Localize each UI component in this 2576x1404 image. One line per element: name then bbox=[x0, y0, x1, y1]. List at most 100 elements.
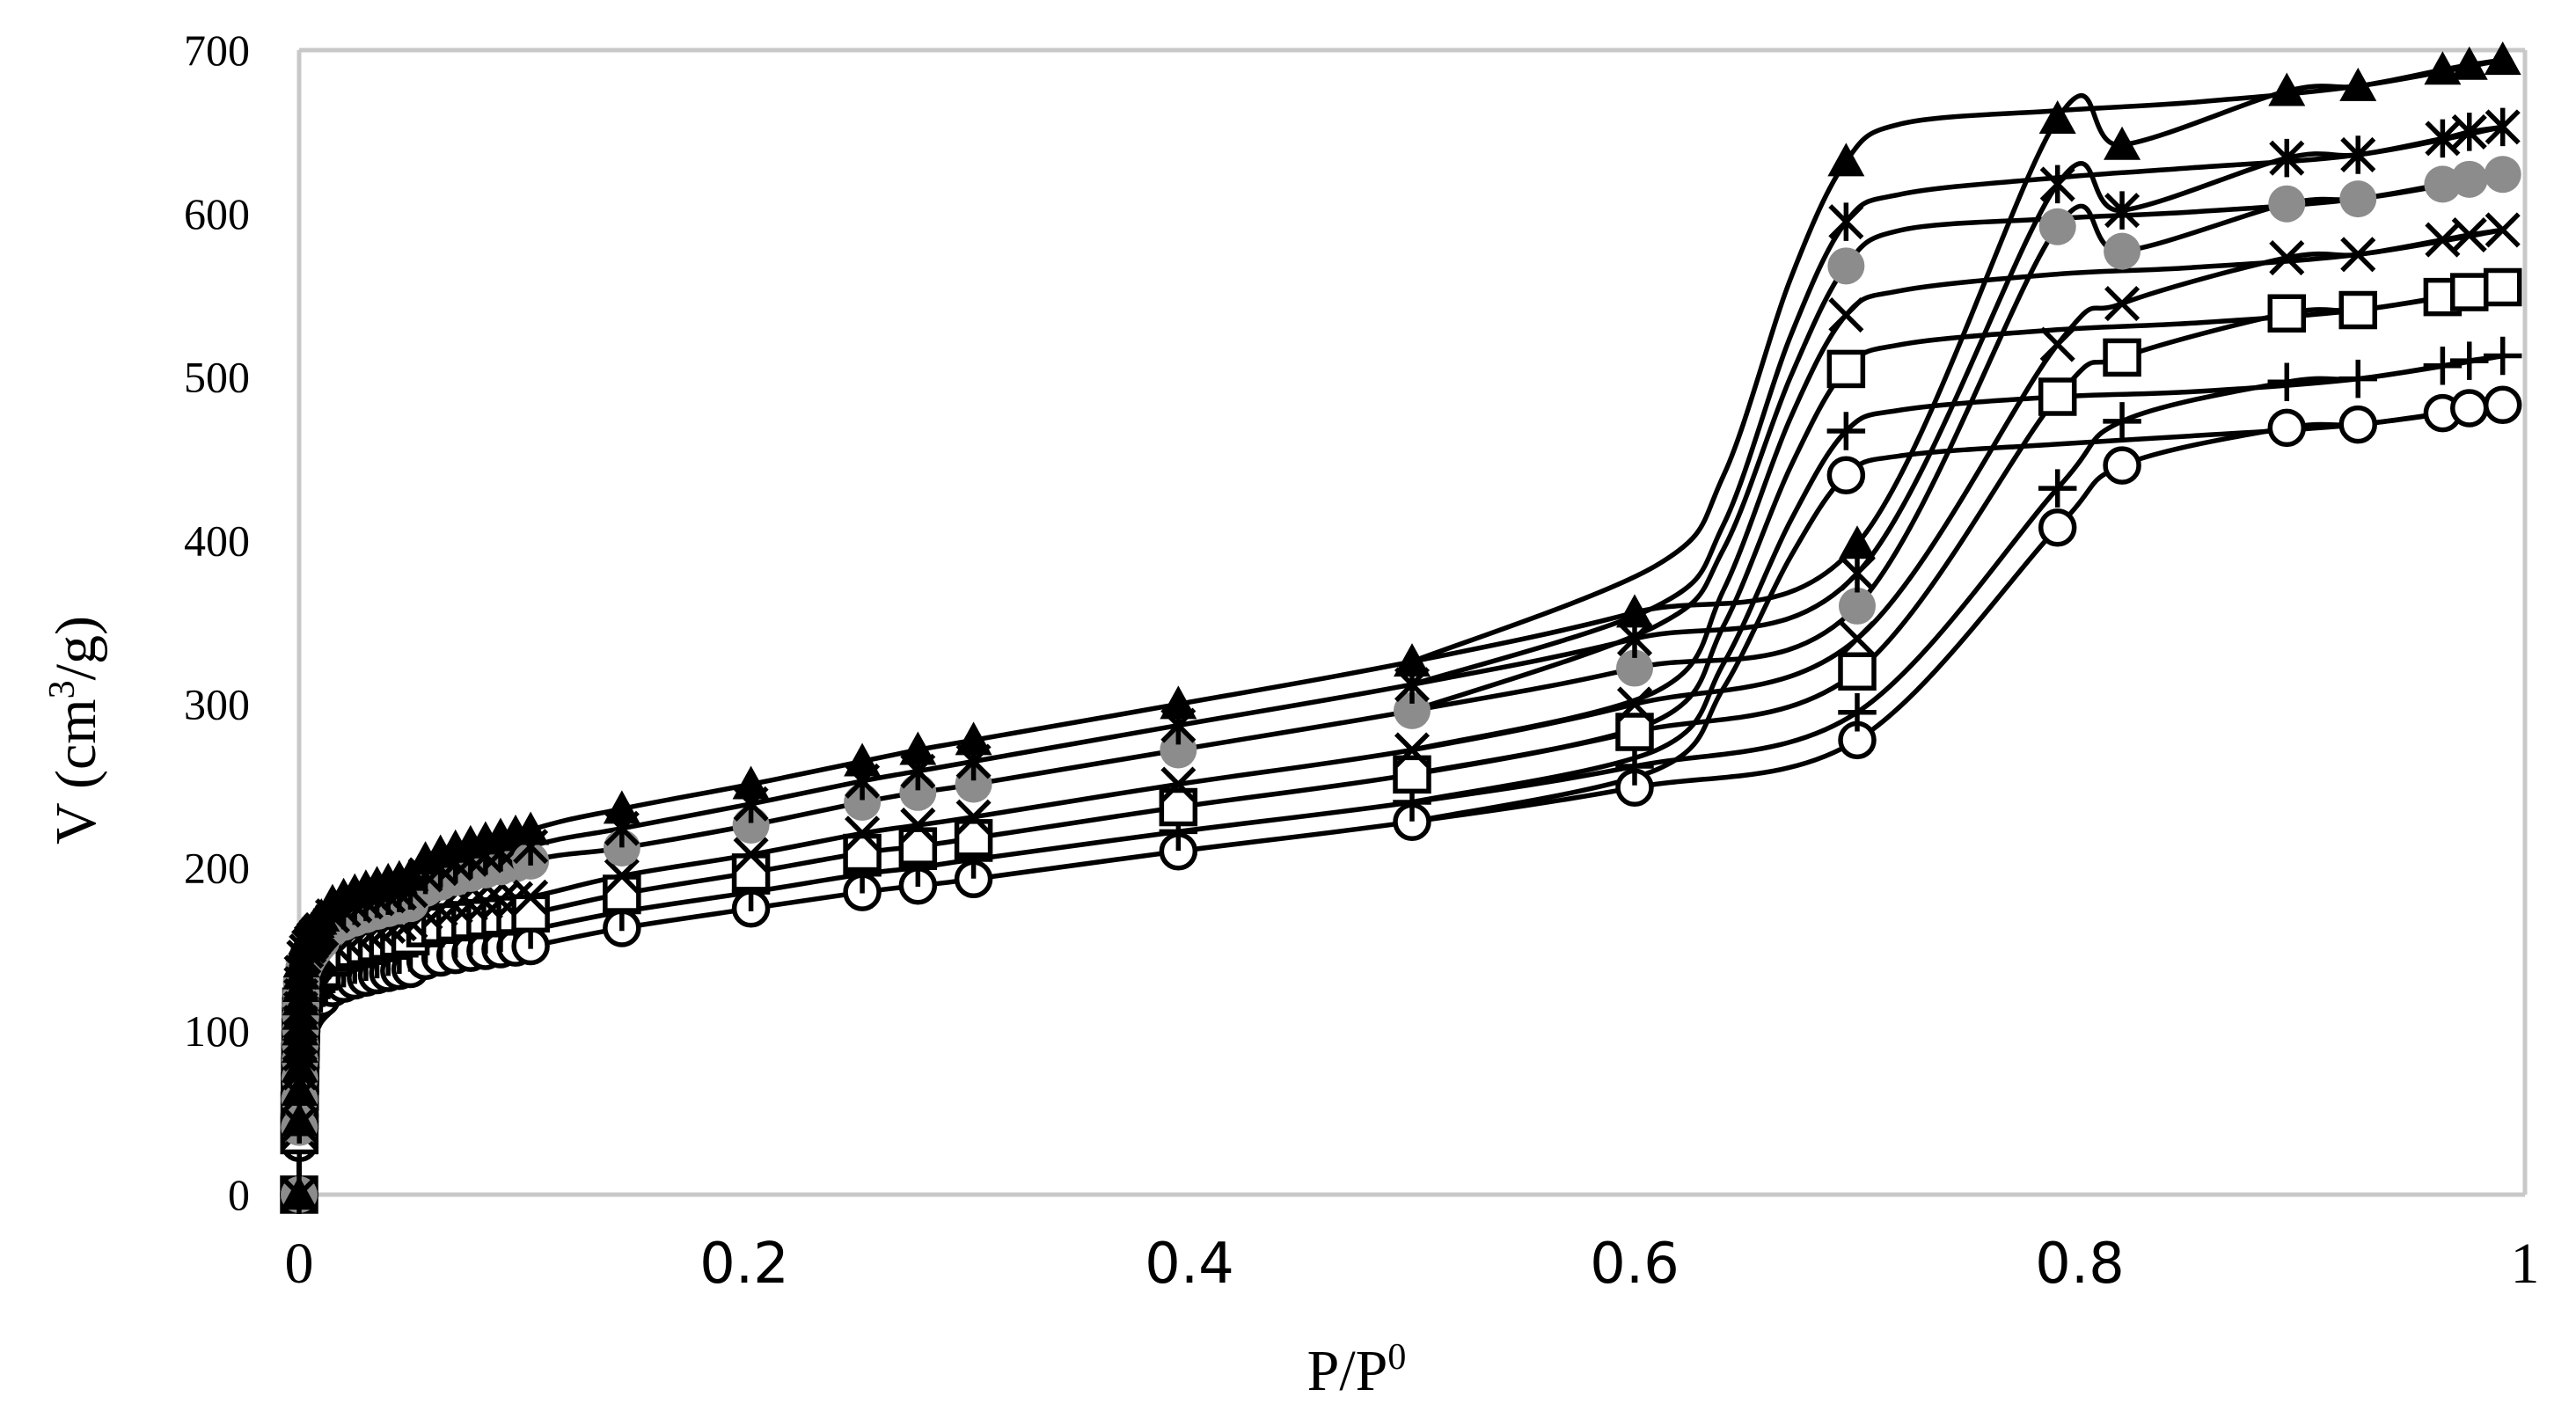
data-point-triangle bbox=[1839, 525, 1876, 559]
data-point-square bbox=[603, 874, 641, 913]
x-axis-label: P/P0 bbox=[1307, 1337, 1407, 1403]
data-point-asterisk bbox=[2104, 191, 2141, 230]
data-point-gray-circle bbox=[2104, 232, 2141, 270]
data-point-gray-circle bbox=[2038, 208, 2076, 245]
data-point-x bbox=[2485, 212, 2521, 248]
data-point-square bbox=[2038, 377, 2077, 416]
data-point-gray-circle bbox=[955, 765, 992, 803]
data-point-triangle bbox=[899, 731, 937, 765]
data-point-asterisk bbox=[2485, 107, 2521, 147]
y-tick-label: 700 bbox=[184, 26, 250, 75]
desorption-curve bbox=[1409, 57, 2506, 664]
data-point-plus bbox=[1838, 692, 1877, 732]
data-point-asterisk bbox=[2340, 135, 2376, 174]
data-point-triangle bbox=[1160, 685, 1197, 720]
data-point-circle bbox=[2338, 405, 2377, 444]
data-point-x bbox=[1839, 621, 1876, 657]
data-point-x bbox=[1616, 686, 1653, 722]
data-point-triangle bbox=[603, 790, 640, 824]
x-tick-label: 1 bbox=[2511, 1232, 2540, 1296]
data-point-triangle bbox=[1394, 643, 1431, 677]
data-point-plus bbox=[2483, 336, 2522, 376]
axes bbox=[296, 48, 2528, 1197]
y-axis-label: V (cm3/g) bbox=[42, 616, 108, 845]
data-point-x bbox=[733, 837, 769, 873]
data-point-plus bbox=[2338, 359, 2377, 399]
data-point-square bbox=[1826, 349, 1866, 389]
data-point-x bbox=[845, 815, 881, 852]
data-point-x bbox=[2340, 237, 2376, 273]
data-point-asterisk bbox=[1839, 553, 1876, 593]
data-point-triangle bbox=[2424, 51, 2462, 85]
y-tick-label: 100 bbox=[184, 1006, 250, 1056]
data-point-square bbox=[1838, 652, 1877, 691]
data-point-circle bbox=[2483, 385, 2522, 425]
data-point-square bbox=[843, 833, 882, 873]
data-point-triangle bbox=[512, 811, 550, 845]
data-point-circle bbox=[2450, 389, 2489, 428]
data-point-plus bbox=[2103, 402, 2141, 441]
data-point-asterisk bbox=[1616, 619, 1653, 658]
data-point-gray-circle bbox=[2268, 185, 2306, 223]
x-tick-label: 0.8 bbox=[2035, 1232, 2125, 1297]
data-point-x bbox=[1394, 732, 1431, 768]
data-point-plus bbox=[2450, 341, 2489, 380]
x-tick-label: 0.6 bbox=[1590, 1232, 1680, 1297]
x-tick-label: 0 bbox=[285, 1232, 314, 1296]
data-point-square bbox=[2450, 273, 2489, 311]
data-point-gray-circle bbox=[2339, 180, 2377, 218]
data-point-asterisk bbox=[2039, 165, 2075, 204]
data-point-x bbox=[2104, 286, 2141, 322]
data-point-triangle bbox=[281, 1071, 318, 1106]
y-tick-label: 600 bbox=[184, 189, 250, 238]
data-point-plus bbox=[2038, 469, 2077, 508]
data-point-triangle bbox=[955, 721, 992, 756]
data-point-triangle bbox=[2450, 46, 2488, 80]
data-point-plus bbox=[2423, 346, 2463, 385]
data-point-gray-circle bbox=[1616, 649, 1653, 687]
x-axis-label-main: P/P bbox=[1307, 1339, 1388, 1403]
x-tick-label: 0.4 bbox=[1145, 1232, 1234, 1297]
x-axis-label-superscript: 0 bbox=[1387, 1337, 1406, 1378]
data-point-gray-circle bbox=[1160, 731, 1197, 769]
data-point-asterisk bbox=[1828, 202, 1864, 241]
y-axis-label-end: /g) bbox=[44, 616, 108, 680]
data-point-x bbox=[1828, 297, 1864, 333]
data-point-triangle bbox=[282, 1029, 319, 1064]
desorption-curve bbox=[1409, 353, 2506, 805]
data-point-plus bbox=[1615, 747, 1654, 786]
data-point-circle bbox=[2038, 508, 2077, 547]
data-point-square bbox=[511, 894, 550, 933]
data-point-x bbox=[1160, 766, 1197, 802]
data-point-triangle bbox=[2339, 67, 2377, 101]
data-point-square bbox=[2267, 294, 2307, 333]
y-tick-label: 400 bbox=[184, 516, 250, 566]
data-point-x bbox=[513, 879, 549, 915]
y-tick-label: 0 bbox=[228, 1170, 250, 1219]
data-point-triangle bbox=[281, 1102, 318, 1137]
data-point-triangle bbox=[1827, 143, 1865, 177]
data-point-plus bbox=[2267, 362, 2307, 402]
data-point-circle bbox=[1826, 456, 1866, 494]
data-point-plus bbox=[1826, 412, 1866, 450]
data-point-triangle bbox=[281, 1176, 318, 1210]
data-point-x bbox=[604, 858, 640, 894]
data-point-x bbox=[2269, 239, 2305, 276]
tick-labels: 0 100 200 300 400 500 600 700 0 0.2 0.4 0.6 0.8 1 bbox=[184, 26, 2540, 1297]
y-tick-label: 200 bbox=[184, 843, 250, 892]
data-point-triangle bbox=[2484, 41, 2521, 76]
data-point-triangle bbox=[2104, 126, 2141, 160]
data-point-gray-circle bbox=[2484, 156, 2521, 194]
data-point-asterisk bbox=[2425, 119, 2461, 158]
data-point-triangle bbox=[2038, 100, 2076, 135]
data-point-x bbox=[2451, 216, 2487, 253]
data-point-square bbox=[2103, 338, 2141, 377]
data-point-triangle bbox=[732, 765, 770, 800]
data-point-square bbox=[2338, 290, 2377, 330]
y-axis-label-superscript: 3 bbox=[42, 680, 83, 698]
data-point-x bbox=[2039, 326, 2075, 362]
y-tick-label: 300 bbox=[184, 679, 250, 728]
y-axis-label-main: V (cm bbox=[44, 698, 108, 845]
